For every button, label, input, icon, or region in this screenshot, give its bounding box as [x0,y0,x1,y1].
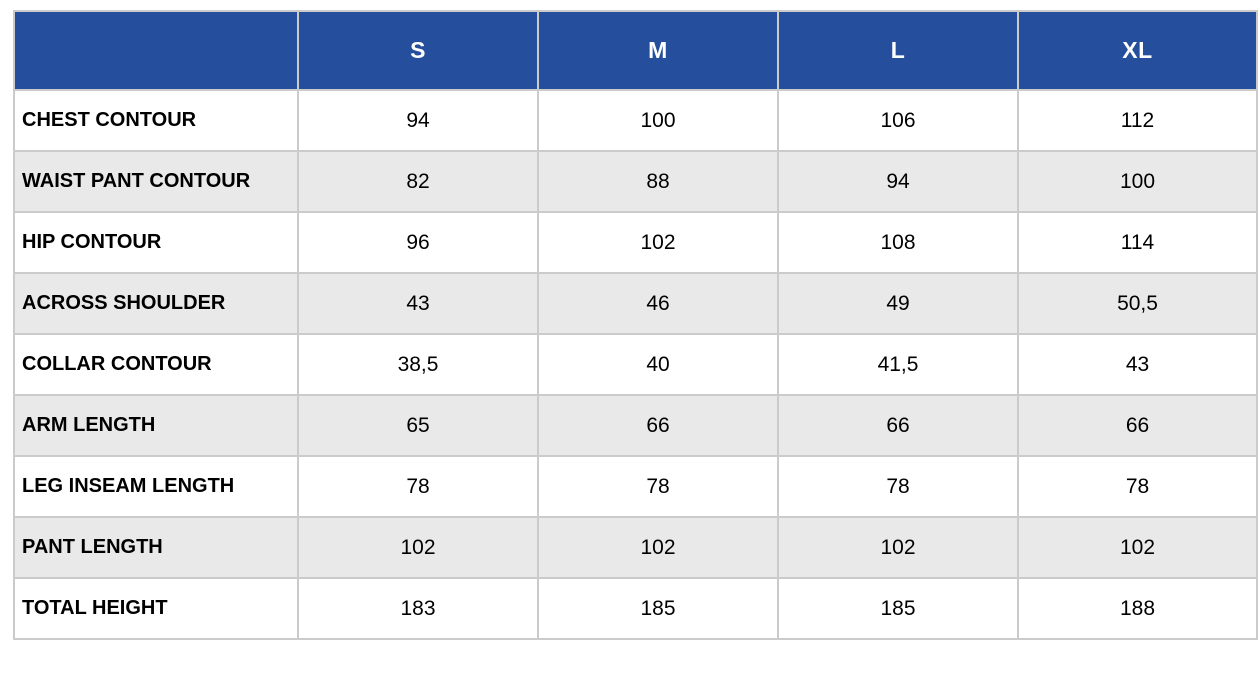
value-cell: 66 [537,394,779,457]
table-row: HIP CONTOUR 96 102 108 114 [13,211,1258,274]
row-label: ACROSS SHOULDER [13,272,299,335]
row-label: PANT LENGTH [13,516,299,579]
value-cell: 43 [1017,333,1258,396]
value-cell: 78 [1017,455,1258,518]
value-cell: 78 [777,455,1019,518]
value-cell: 38,5 [297,333,539,396]
value-cell: 78 [537,455,779,518]
value-cell: 82 [297,150,539,213]
size-chart-body: CHEST CONTOUR 94 100 106 112 WAIST PANT CONTO… [13,89,1258,640]
value-cell: 50,5 [1017,272,1258,335]
value-cell: 66 [777,394,1019,457]
value-cell: 96 [297,211,539,274]
value-cell: 102 [297,516,539,579]
table-row: TOTAL HEIGHT 183 185 185 188 [13,577,1258,640]
header-size-s: S [297,10,539,91]
value-cell: 188 [1017,577,1258,640]
header-size-l: L [777,10,1019,91]
size-chart-header: S M L XL [13,10,1258,91]
value-cell: 102 [537,516,779,579]
value-cell: 102 [1017,516,1258,579]
value-cell: 112 [1017,89,1258,152]
value-cell: 102 [537,211,779,274]
value-cell: 108 [777,211,1019,274]
header-corner-cell [13,10,299,91]
value-cell: 185 [777,577,1019,640]
row-label: LEG INSEAM LENGTH [13,455,299,518]
value-cell: 88 [537,150,779,213]
value-cell: 94 [297,89,539,152]
header-size-m: M [537,10,779,91]
value-cell: 46 [537,272,779,335]
header-row: S M L XL [13,10,1258,91]
value-cell: 49 [777,272,1019,335]
table-row: PANT LENGTH 102 102 102 102 [13,516,1258,579]
row-label: HIP CONTOUR [13,211,299,274]
row-label: CHEST CONTOUR [13,89,299,152]
value-cell: 43 [297,272,539,335]
table-row: CHEST CONTOUR 94 100 106 112 [13,89,1258,152]
value-cell: 65 [297,394,539,457]
page: S M L XL CHEST CONTOUR 94 100 106 112 WAIST P… [13,10,1258,640]
table-row: WAIST PANT CONTOUR 82 88 94 100 [13,150,1258,213]
value-cell: 94 [777,150,1019,213]
value-cell: 100 [537,89,779,152]
value-cell: 183 [297,577,539,640]
value-cell: 78 [297,455,539,518]
value-cell: 106 [777,89,1019,152]
table-row: ACROSS SHOULDER 43 46 49 50,5 [13,272,1258,335]
header-size-xl: XL [1017,10,1258,91]
table-row: LEG INSEAM LENGTH 78 78 78 78 [13,455,1258,518]
value-cell: 100 [1017,150,1258,213]
value-cell: 40 [537,333,779,396]
value-cell: 66 [1017,394,1258,457]
table-row: ARM LENGTH 65 66 66 66 [13,394,1258,457]
row-label: TOTAL HEIGHT [13,577,299,640]
value-cell: 41,5 [777,333,1019,396]
table-row: COLLAR CONTOUR 38,5 40 41,5 43 [13,333,1258,396]
value-cell: 185 [537,577,779,640]
row-label: COLLAR CONTOUR [13,333,299,396]
size-chart-table: S M L XL CHEST CONTOUR 94 100 106 112 WAIST P… [13,10,1258,640]
value-cell: 114 [1017,211,1258,274]
row-label: WAIST PANT CONTOUR [13,150,299,213]
value-cell: 102 [777,516,1019,579]
row-label: ARM LENGTH [13,394,299,457]
